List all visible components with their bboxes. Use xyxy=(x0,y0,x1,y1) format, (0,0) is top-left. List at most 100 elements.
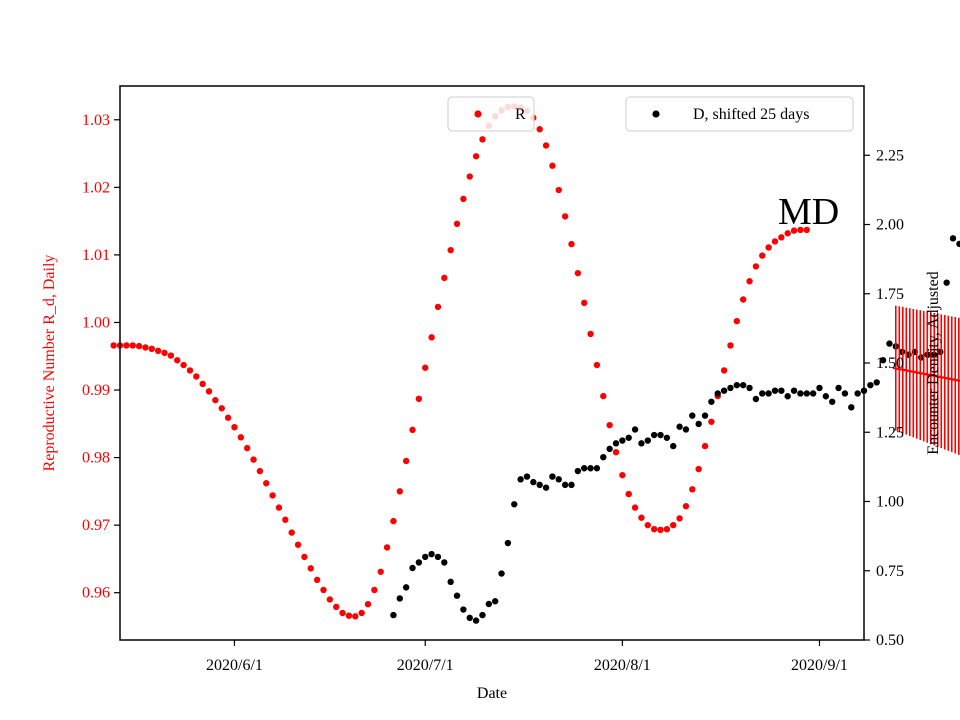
legend-d-box xyxy=(625,96,854,132)
r-point xyxy=(631,504,639,511)
d-point xyxy=(701,412,709,419)
d-point xyxy=(657,431,664,439)
r-point xyxy=(765,244,772,251)
d-point xyxy=(809,390,817,397)
r-point xyxy=(568,240,575,248)
d-point xyxy=(943,279,950,286)
d-point xyxy=(619,437,626,444)
d-point xyxy=(650,431,658,439)
y-right-tick-label: 1.25 xyxy=(876,424,904,441)
r-point xyxy=(161,349,168,357)
errorbar-series xyxy=(892,305,960,455)
r-point xyxy=(199,380,206,388)
d-point xyxy=(835,384,842,392)
y-axis-left-title: Reproductive Number R_d, Daily xyxy=(41,255,58,472)
x-axis-title: Date xyxy=(477,685,507,702)
y-left-tick-label: 1.01 xyxy=(82,247,110,264)
r-point xyxy=(174,357,181,364)
r-point xyxy=(307,565,314,572)
x-tick-label: 2020/8/1 xyxy=(594,657,651,674)
r-point xyxy=(402,457,410,465)
r-point xyxy=(224,414,232,421)
r-point xyxy=(313,576,321,584)
r-point xyxy=(600,392,607,400)
d-point xyxy=(797,390,804,397)
d-point xyxy=(848,404,855,411)
r-point xyxy=(205,388,213,395)
legend-r-box xyxy=(447,96,535,132)
d-point xyxy=(638,440,645,447)
d-point xyxy=(695,420,702,428)
r-point xyxy=(778,234,785,241)
d-point xyxy=(561,481,569,489)
r-point xyxy=(746,278,753,285)
r-point xyxy=(256,467,264,475)
d-point xyxy=(733,381,741,389)
d-point xyxy=(549,473,556,480)
d-point xyxy=(460,606,467,613)
r-point xyxy=(587,330,594,338)
r-point xyxy=(339,609,346,617)
y-left-tick-label: 1.03 xyxy=(82,112,110,129)
r-point xyxy=(288,529,295,536)
y-left-tick-label: 0.98 xyxy=(82,450,110,467)
y-right-tick-label: 1.00 xyxy=(876,494,904,511)
d-point xyxy=(491,598,499,605)
d-point xyxy=(587,465,594,472)
d-point xyxy=(504,539,512,547)
r-point xyxy=(345,612,353,619)
r-point xyxy=(434,303,442,311)
d-point xyxy=(625,434,632,441)
r-point xyxy=(581,299,588,307)
r-point xyxy=(542,142,550,149)
d-point xyxy=(708,398,715,405)
r-point xyxy=(689,486,696,493)
d-point xyxy=(759,390,766,397)
d-point xyxy=(434,553,442,561)
d-point xyxy=(854,390,861,397)
d-point xyxy=(765,390,772,397)
d-point xyxy=(600,453,607,461)
r-point xyxy=(784,230,791,237)
r-point xyxy=(320,586,327,594)
legend-r: R xyxy=(447,96,535,132)
r-point xyxy=(180,361,187,369)
r-point xyxy=(536,126,543,133)
d-point xyxy=(466,614,473,622)
d-point xyxy=(803,390,810,397)
r-point xyxy=(193,373,200,380)
d-point xyxy=(574,467,582,475)
r-point xyxy=(619,471,626,479)
d-point xyxy=(606,445,613,453)
r-point xyxy=(727,342,734,349)
y-left-tick-label: 0.96 xyxy=(82,585,110,602)
y-left-tick-label: 1.02 xyxy=(82,179,110,196)
d-point xyxy=(453,592,461,599)
r-point xyxy=(549,162,556,169)
d-point xyxy=(631,426,639,433)
r-point xyxy=(129,342,136,349)
r-point xyxy=(663,526,671,533)
r-point xyxy=(612,448,620,456)
d-point xyxy=(714,390,721,397)
d-point xyxy=(746,384,753,392)
r-point xyxy=(167,352,175,359)
r-point xyxy=(555,186,562,194)
legend-r-label: R xyxy=(515,106,526,123)
r-point xyxy=(759,252,766,259)
d-point xyxy=(402,584,410,591)
r-point xyxy=(148,345,155,353)
d-point xyxy=(676,423,683,430)
d-point xyxy=(428,550,435,558)
r-point xyxy=(752,263,760,270)
r-point xyxy=(453,220,461,228)
r-point xyxy=(650,526,658,533)
x-tick-label: 2020/7/1 xyxy=(397,657,454,674)
r-point xyxy=(676,515,683,522)
d-point xyxy=(879,357,887,364)
d-point xyxy=(841,390,849,397)
r-point xyxy=(638,514,645,521)
r-point xyxy=(377,568,384,575)
d-point xyxy=(536,481,543,489)
d-point xyxy=(663,434,671,441)
